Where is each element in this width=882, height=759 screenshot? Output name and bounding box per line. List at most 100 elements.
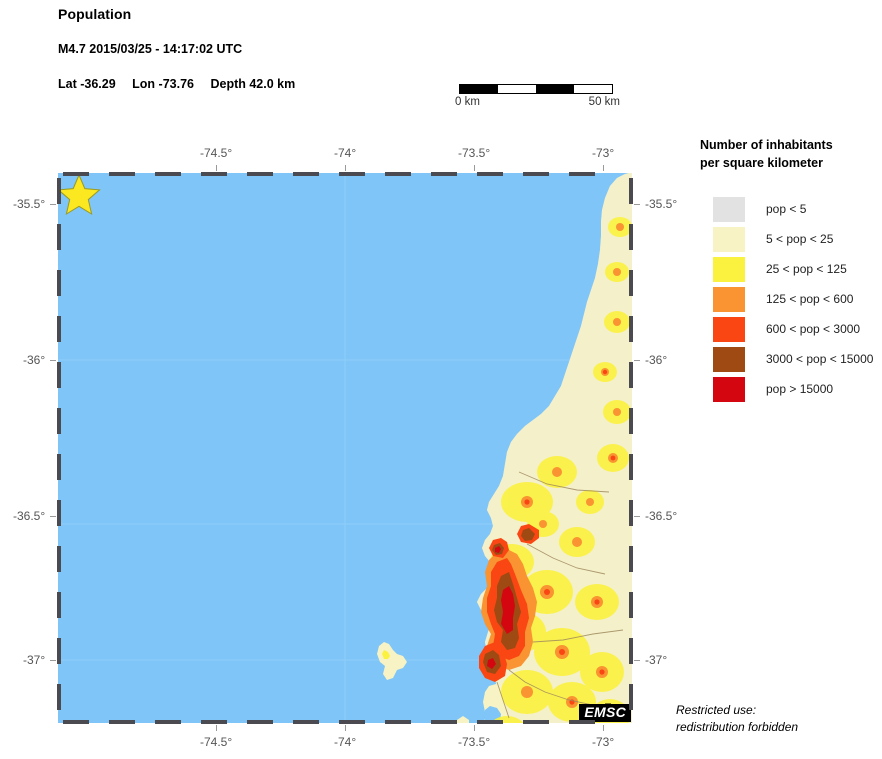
legend-color-swatch bbox=[713, 286, 745, 312]
frame-dash-bottom bbox=[63, 720, 89, 724]
frame-dash-bottom bbox=[431, 720, 457, 724]
lat-axis-label-left: -36° bbox=[23, 353, 46, 367]
legend-color-swatch bbox=[713, 226, 745, 252]
frame-dash-right bbox=[629, 178, 633, 204]
frame-dash-right bbox=[629, 408, 633, 434]
map-geometry bbox=[57, 172, 633, 724]
page-title: Population bbox=[58, 6, 132, 22]
urban-tome bbox=[517, 524, 539, 544]
frame-dash-left bbox=[57, 546, 61, 572]
lon-tickmark-bottom bbox=[603, 725, 604, 731]
lon-tickmark-bottom bbox=[345, 725, 346, 731]
event-magnitude-time: M4.7 2015/03/25 - 14:17:02 UTC bbox=[58, 42, 243, 56]
frame-dash-top bbox=[339, 172, 365, 176]
frame-dash-top bbox=[523, 172, 549, 176]
lon-tickmark-bottom bbox=[216, 725, 217, 731]
scale-segment bbox=[460, 85, 498, 93]
lon-axis-label-bottom: -74° bbox=[334, 735, 357, 749]
frame-dash-right bbox=[629, 592, 633, 618]
lon-axis-label-top: -74° bbox=[334, 146, 357, 160]
scale-segment bbox=[498, 85, 536, 93]
urban-coronel bbox=[479, 642, 507, 682]
frame-dash-left bbox=[57, 684, 61, 710]
lat-axis-label-right: -36° bbox=[645, 353, 668, 367]
lon-axis-label-top: -73° bbox=[592, 146, 615, 160]
legend-color-swatch bbox=[713, 346, 745, 372]
scale-segment bbox=[536, 85, 574, 93]
legend-title: Number of inhabitants per square kilomet… bbox=[700, 136, 880, 172]
frame-dash-top bbox=[477, 172, 503, 176]
map-container[interactable]: Tome Talcahuano Coronel EMSC bbox=[57, 172, 633, 724]
population-red-spots bbox=[519, 369, 616, 705]
frame-dash-right bbox=[629, 684, 633, 710]
lon-tickmark-top bbox=[603, 165, 604, 171]
lat-axis-label-left: -37° bbox=[23, 653, 46, 667]
legend-title-line2: per square kilometer bbox=[700, 156, 823, 171]
legend-label: 125 < pop < 600 bbox=[766, 292, 854, 307]
lon-axis-label-top: -74.5° bbox=[200, 146, 233, 160]
epicenter-star-icon bbox=[57, 173, 101, 216]
frame-dash-left bbox=[57, 362, 61, 388]
map-scale-labels: 0 km 50 km bbox=[455, 96, 620, 108]
event-depth: Depth 42.0 km bbox=[210, 77, 296, 91]
legend-label: 600 < pop < 3000 bbox=[766, 322, 861, 337]
lon-axis-label-bottom: -73° bbox=[592, 735, 615, 749]
frame-dash-top bbox=[247, 172, 273, 176]
frame-dash-left bbox=[57, 638, 61, 664]
lat-tickmark-right bbox=[634, 660, 640, 661]
lat-axis-label-right: -37° bbox=[645, 653, 668, 667]
legend-row: 25 < pop < 125 bbox=[700, 254, 880, 284]
lat-tickmark-right bbox=[634, 204, 640, 205]
lat-tickmark-left bbox=[50, 516, 56, 517]
frame-dash-left bbox=[57, 592, 61, 618]
event-latitude: Lat -36.29 bbox=[58, 77, 116, 91]
event-longitude: Lon -73.76 bbox=[132, 77, 194, 91]
map-canvas[interactable]: Tome Talcahuano Coronel EMSC bbox=[57, 172, 633, 724]
lon-tickmark-top bbox=[216, 165, 217, 171]
legend-color-swatch bbox=[713, 316, 745, 342]
lon-tickmark-top bbox=[345, 165, 346, 171]
frame-dash-right bbox=[629, 270, 633, 296]
legend-color-swatch bbox=[713, 196, 745, 222]
frame-dash-right bbox=[629, 316, 633, 342]
legend-row: 5 < pop < 25 bbox=[700, 224, 880, 254]
frame-dash-top bbox=[293, 172, 319, 176]
frame-dash-bottom bbox=[523, 720, 549, 724]
frame-dash-left bbox=[57, 178, 61, 204]
legend-label: 3000 < pop < 15000 bbox=[766, 352, 874, 367]
lat-tickmark-left bbox=[50, 360, 56, 361]
frame-dash-top bbox=[431, 172, 457, 176]
frame-dash-top bbox=[155, 172, 181, 176]
lat-tickmark-left bbox=[50, 660, 56, 661]
santa-maria-island bbox=[377, 642, 407, 680]
frame-dash-right bbox=[629, 454, 633, 480]
scale-end-label: 50 km bbox=[588, 96, 620, 108]
lat-tickmark-right bbox=[634, 516, 640, 517]
frame-dash-bottom bbox=[109, 720, 135, 724]
scale-segment bbox=[574, 85, 612, 93]
frame-dash-left bbox=[57, 408, 61, 434]
frame-dash-bottom bbox=[201, 720, 227, 724]
frame-dash-right bbox=[629, 500, 633, 526]
legend-row: 600 < pop < 3000 bbox=[700, 314, 880, 344]
frame-dash-left bbox=[57, 454, 61, 480]
lon-axis-label-top: -73.5° bbox=[458, 146, 491, 160]
frame-dash-bottom bbox=[477, 720, 503, 724]
lon-axis-label-bottom: -73.5° bbox=[458, 735, 491, 749]
legend-label: pop < 5 bbox=[766, 202, 807, 217]
frame-dash-left bbox=[57, 224, 61, 250]
legend-row: 3000 < pop < 15000 bbox=[700, 344, 880, 374]
lat-tickmark-right bbox=[634, 360, 640, 361]
header-block: Population M4.7 2015/03/25 - 14:17:02 UT… bbox=[58, 6, 678, 91]
legend-color-swatch bbox=[713, 256, 745, 282]
legend-label: 25 < pop < 125 bbox=[766, 262, 847, 277]
lon-tickmark-top bbox=[474, 165, 475, 171]
legend-panel: Number of inhabitants per square kilomet… bbox=[700, 136, 880, 404]
lon-axis-label-bottom: -74.5° bbox=[200, 735, 233, 749]
lat-tickmark-left bbox=[50, 204, 56, 205]
map-scale-bar bbox=[459, 84, 613, 94]
frame-dash-bottom bbox=[247, 720, 273, 724]
legend-label: 5 < pop < 25 bbox=[766, 232, 834, 247]
frame-dash-bottom bbox=[339, 720, 365, 724]
lat-axis-label-right: -35.5° bbox=[645, 197, 678, 211]
